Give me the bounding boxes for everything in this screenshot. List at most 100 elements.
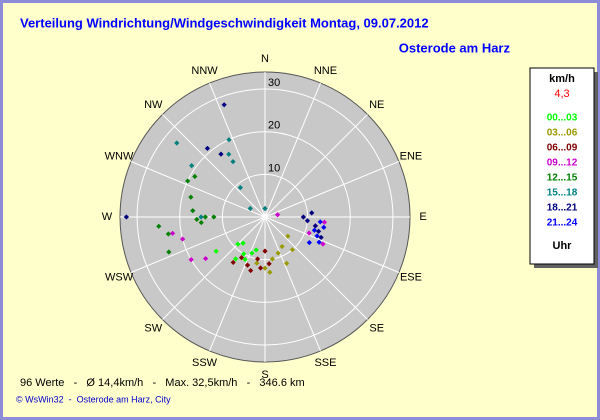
- point: [230, 259, 236, 266]
- point: [189, 163, 195, 169]
- point: [238, 255, 245, 261]
- point: [249, 250, 255, 256]
- point: [190, 208, 196, 214]
- spoke: [162, 114, 266, 218]
- point: [233, 256, 239, 262]
- point: [213, 248, 219, 254]
- point: [247, 205, 253, 212]
- point: [320, 241, 326, 247]
- point: [262, 205, 268, 212]
- point: [244, 262, 251, 268]
- direction-label: WNW: [105, 150, 134, 162]
- point: [170, 230, 176, 236]
- direction-label: NNE: [314, 65, 337, 77]
- legend-entry: 06...09: [547, 143, 578, 154]
- legend-entry: 09...12: [547, 158, 578, 169]
- ring: [136, 88, 394, 346]
- point: [241, 251, 247, 257]
- point: [262, 265, 268, 271]
- chart-subtitle: Osterode am Harz: [399, 40, 511, 55]
- legend-entry: 03...06: [547, 128, 578, 139]
- point: [156, 223, 162, 229]
- direction-label: NW: [144, 99, 163, 111]
- point: [202, 214, 208, 220]
- point: [257, 265, 264, 271]
- point: [306, 239, 312, 246]
- point: [166, 249, 172, 255]
- spoke: [209, 82, 266, 218]
- direction-label: SSW: [192, 357, 218, 369]
- legend-header: km/h: [549, 73, 575, 85]
- point: [194, 216, 200, 222]
- point: [289, 247, 296, 253]
- point: [226, 151, 232, 157]
- point: [237, 184, 243, 191]
- copyright: © WsWin32 - Osterode am Harz, City: [16, 394, 171, 404]
- spoke: [264, 114, 368, 218]
- point: [317, 219, 323, 225]
- point: [309, 210, 315, 216]
- spoke: [209, 216, 266, 352]
- point: [285, 233, 291, 239]
- direction-label: NE: [369, 99, 384, 111]
- point: [188, 257, 194, 263]
- direction-label: E: [419, 211, 426, 223]
- point: [165, 231, 172, 237]
- r-tick-label: 10: [268, 162, 280, 174]
- spoke: [264, 216, 400, 273]
- point: [315, 228, 322, 234]
- spoke: [264, 216, 368, 320]
- point: [321, 224, 327, 230]
- point: [306, 230, 312, 236]
- point: [311, 227, 318, 233]
- point: [314, 233, 320, 239]
- point: [262, 248, 268, 254]
- point: [254, 260, 260, 266]
- ring: [179, 131, 351, 303]
- spoke: [162, 216, 266, 320]
- point: [180, 236, 186, 242]
- point: [267, 269, 273, 275]
- point: [174, 140, 180, 146]
- spoke: [130, 161, 266, 218]
- direction-label: ESE: [400, 271, 422, 283]
- point: [304, 218, 311, 224]
- point: [235, 241, 241, 247]
- direction-label: WSW: [105, 271, 134, 283]
- direction-label: W: [102, 211, 113, 223]
- point: [185, 178, 191, 184]
- point: [211, 214, 217, 220]
- spoke: [130, 216, 266, 273]
- point: [253, 247, 259, 253]
- point: [240, 240, 246, 246]
- point: [230, 158, 236, 165]
- point: [218, 151, 224, 157]
- direction-label: SE: [369, 323, 384, 335]
- point: [248, 267, 254, 274]
- point: [198, 219, 204, 226]
- point: [221, 102, 227, 108]
- point: [275, 250, 281, 256]
- legend-entry: 12...15: [547, 173, 578, 184]
- point: [192, 173, 198, 180]
- legend-entry: 21...24: [547, 218, 578, 229]
- legend-entry: 18...21: [547, 203, 578, 214]
- point: [316, 239, 322, 245]
- point: [226, 137, 232, 143]
- point: [266, 261, 272, 267]
- point: [123, 214, 129, 220]
- point: [284, 260, 290, 266]
- point: [274, 212, 281, 218]
- legend-footer: Uhr: [553, 240, 573, 252]
- point: [312, 223, 318, 229]
- point: [279, 243, 285, 250]
- current-value: 4,3: [554, 88, 569, 100]
- legend-entry: 15...18: [547, 188, 578, 199]
- spoke: [264, 161, 400, 218]
- direction-label: N: [261, 53, 269, 65]
- direction-label: S: [261, 369, 268, 381]
- spoke: [264, 82, 321, 218]
- point: [269, 256, 276, 262]
